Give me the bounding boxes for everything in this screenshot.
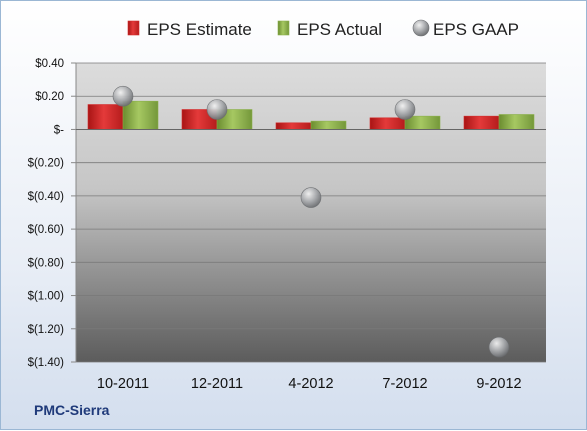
eps-actual-bar (498, 114, 535, 130)
eps-actual-bar (310, 120, 347, 130)
legend-swatch (412, 19, 430, 37)
eps-gaap-marker (394, 99, 416, 120)
legend-label: EPS GAAP (433, 20, 519, 39)
y-tick-label: $(0.40) (28, 191, 65, 203)
legend-label: EPS Actual (297, 20, 382, 39)
eps-actual-bar (122, 100, 159, 130)
y-tick-label: $0.40 (35, 58, 64, 70)
eps-estimate-bar (463, 115, 500, 130)
x-tick-label: 4-2012 (288, 376, 333, 392)
y-tick-label: $(1.20) (28, 324, 65, 336)
eps-gaap-marker (112, 85, 134, 107)
eps-gaap-marker (488, 336, 510, 358)
company-name: PMC-Sierra (34, 402, 110, 418)
legend-gaap: EPS GAAP (412, 19, 519, 39)
y-tick-label: $(0.60) (28, 224, 65, 236)
eps-gaap-marker (206, 99, 228, 120)
legend-swatch (127, 20, 140, 36)
y-tick-label: $- (54, 124, 64, 136)
eps-estimate-bar (369, 117, 406, 130)
x-tick-label: 7-2012 (382, 376, 427, 392)
y-tick-label: $(1.00) (28, 291, 65, 303)
y-tick-label: $(1.40) (28, 357, 65, 369)
x-tick-label: 12-2011 (191, 376, 243, 392)
x-tick-label: 9-2012 (476, 376, 521, 392)
y-tick-label: $(0.80) (28, 257, 65, 269)
legend-estimate: EPS Estimate (127, 20, 252, 39)
legend-label: EPS Estimate (147, 20, 252, 39)
y-tick-label: $0.20 (35, 91, 64, 103)
eps-gaap-marker (300, 187, 322, 208)
legend-swatch (277, 20, 290, 36)
legend-actual: EPS Actual (277, 20, 382, 39)
eps-estimate-bar (87, 104, 124, 130)
y-tick-label: $(0.20) (28, 158, 65, 170)
x-tick-label: 10-2011 (97, 376, 149, 392)
eps-estimate-bar (275, 122, 312, 130)
